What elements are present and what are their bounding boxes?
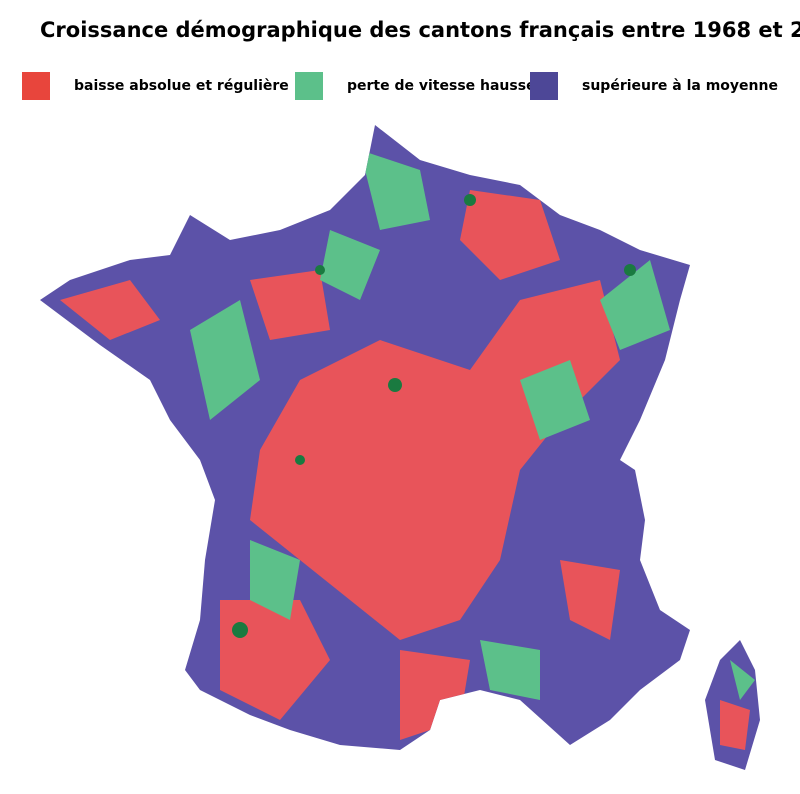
- legend-item: baisse absolue et régulière: [22, 72, 289, 100]
- legend-swatch: [530, 72, 558, 100]
- legend-swatch: [22, 72, 50, 100]
- map-title: Croissance démographique des cantons fra…: [40, 18, 800, 42]
- legend-label: baisse absolue et régulière: [74, 78, 289, 94]
- legend-item: perte de vitesse hausse: [295, 72, 536, 100]
- legend-label: supérieure à la moyenne: [582, 78, 778, 94]
- legend-item: supérieure à la moyenne: [530, 72, 778, 100]
- cantons: [40, 125, 760, 770]
- legend-swatch: [295, 72, 323, 100]
- legend-label: perte de vitesse hausse: [347, 78, 536, 94]
